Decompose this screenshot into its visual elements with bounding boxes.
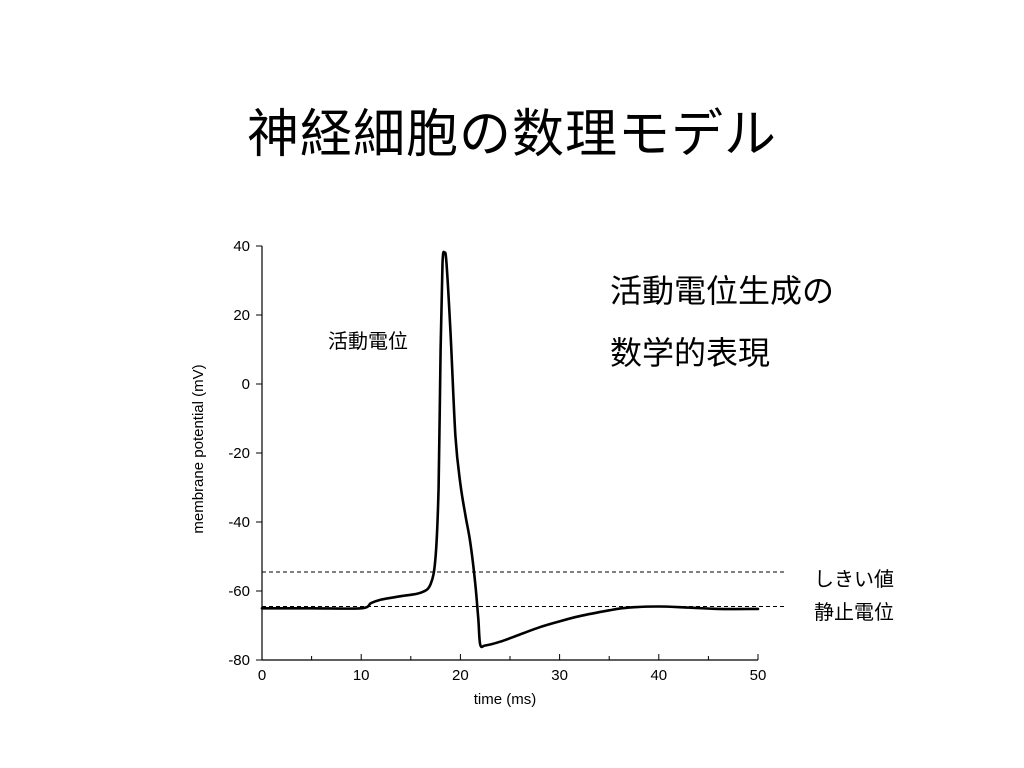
x-tick-label: 30 xyxy=(551,667,568,684)
x-tick-label: 40 xyxy=(650,667,667,684)
subtitle-line-2: 数学的表現 xyxy=(610,334,771,372)
x-tick-label: 20 xyxy=(452,667,469,684)
y-tick-label: -60 xyxy=(228,583,250,600)
y-tick-label: -20 xyxy=(228,445,250,462)
x-tick-label: 0 xyxy=(258,667,266,684)
resting-potential-label: 静止電位 xyxy=(814,600,894,624)
y-tick-label: 40 xyxy=(233,238,250,255)
x-tick-label: 10 xyxy=(353,667,370,684)
membrane-potential-series-line xyxy=(260,250,760,649)
y-tick-label: -80 xyxy=(228,652,250,669)
y-tick-label: 0 xyxy=(242,376,250,393)
action-potential-label: 活動電位 xyxy=(328,329,408,353)
y-axis-title: membrane potential (mV) xyxy=(190,364,207,533)
x-axis-title: time (ms) xyxy=(474,691,537,708)
subtitle-line-1: 活動電位生成の xyxy=(610,272,835,310)
x-tick-label: 50 xyxy=(750,667,767,684)
y-tick-label: 20 xyxy=(233,307,250,324)
y-tick-label: -40 xyxy=(228,514,250,531)
threshold-label: しきい値 xyxy=(814,567,894,591)
slide-title: 神経細胞の数理モデル xyxy=(246,105,777,165)
